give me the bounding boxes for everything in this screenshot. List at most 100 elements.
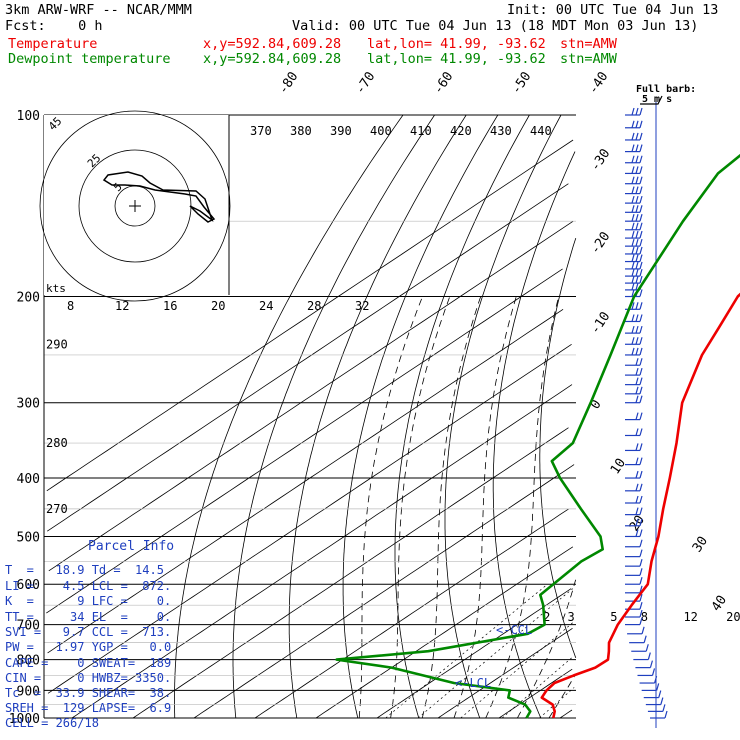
wind-barb-flag (631, 176, 635, 184)
wind-barb-flag (635, 254, 639, 262)
isotherm (47, 343, 572, 694)
wind-barb-flag (639, 377, 643, 385)
wind-barb-flag (631, 166, 635, 174)
isotherm-label: 30 (690, 534, 711, 555)
theta-label: 270 (46, 502, 68, 516)
mixing-ratio-label: 5 (610, 610, 617, 624)
wind-barb-flag (635, 166, 639, 174)
hodo-speed-label: 12 (115, 299, 129, 313)
wind-barb-flag (639, 602, 643, 610)
isotherm-label: -60 (431, 69, 457, 97)
wind-barb-flag (639, 593, 643, 602)
model-title: 3km ARW-WRF -- NCAR/MMM (5, 2, 192, 18)
pressure-label: 200 (17, 291, 40, 306)
wind-barb-flag (635, 195, 639, 204)
wind-barb-flag (639, 222, 643, 230)
wind-barb-flag (639, 577, 643, 585)
legend-temperature: Temperature (8, 36, 98, 52)
wind-barb-flag (639, 367, 643, 376)
wind-barb-flag (635, 302, 639, 310)
parcel-info-title: Parcel Info (88, 539, 175, 554)
theta-label: 430 (490, 124, 512, 138)
wind-barb-flag (639, 214, 643, 222)
wind-barb-flag (631, 238, 635, 247)
mixing-ratio-line (501, 656, 574, 719)
wind-barb-flag (631, 155, 635, 163)
full-barb-units: 5 m s (642, 94, 673, 105)
isotherm (559, 709, 573, 719)
pressure-label: 1000 (9, 712, 40, 727)
wind-barb-flag (664, 710, 668, 719)
mixing-ratio-line (417, 588, 574, 719)
valid-time: Valid: 00 UTC Tue 04 Jun 13 (18 MDT Mon … (292, 18, 699, 34)
parcel-row: TT = 34 EL = 0. (5, 610, 172, 624)
wind-barb-flag (635, 186, 639, 194)
wind-barb-flag (639, 483, 643, 491)
wind-barb-flag (631, 268, 635, 277)
isotherm (46, 268, 563, 614)
wind-barb-flag (639, 132, 643, 141)
wind-barb-flag (639, 518, 643, 526)
wind-barb-flag (635, 483, 639, 491)
wind-barb-flag (635, 230, 639, 239)
wind-barb-flag (635, 358, 639, 366)
wind-barb-flag (631, 107, 635, 116)
wind-barb-flag (635, 386, 639, 394)
hodo-speed-label: 24 (259, 299, 273, 313)
parcel-row: CAPE = 0 SWEAT= 189 (5, 656, 172, 670)
isotherm (254, 508, 569, 719)
wind-barb-flag (631, 222, 635, 230)
wind-barb-flag (656, 683, 660, 691)
pressure-label: 500 (17, 530, 40, 545)
parcel-row: PW = 1.97 YGP = 0.0 (5, 640, 172, 654)
wind-barb-flag (639, 314, 643, 322)
theta-label: 380 (290, 124, 312, 138)
wind-barb-flag (649, 660, 653, 668)
isotherm-label: 40 (709, 593, 730, 614)
wind-barb-flag (635, 377, 639, 385)
wind-barb-flag (639, 186, 643, 194)
wind-barb-flag (631, 314, 635, 322)
wind-barb-flag (639, 617, 643, 625)
wind-barb-flag (639, 549, 643, 557)
wind-barb-flag (639, 144, 643, 152)
wind-barb-flag (639, 205, 643, 213)
temp-xy: x,y=592.84,609.28 (203, 36, 342, 52)
wind-barb-flag (635, 337, 639, 345)
wind-barb-flag (639, 358, 643, 366)
dry-adiabat (539, 237, 577, 659)
wind-barb-flag (639, 347, 643, 356)
theta-label: 370 (250, 124, 272, 138)
isotherm (47, 308, 564, 654)
isotherm-label: -40 (586, 69, 612, 97)
dew-xy: x,y=592.84,609.28 (203, 51, 342, 67)
isotherm (376, 588, 572, 719)
hodo-speed-label: 28 (307, 299, 321, 313)
isotherm (437, 627, 573, 719)
theta-label: 400 (370, 124, 392, 138)
wind-barb-flag (631, 282, 635, 291)
wind-barb-flag (635, 144, 639, 152)
hodo-speed-label: 16 (163, 299, 177, 313)
pressure-label: 400 (17, 472, 40, 487)
wind-barb-flag (639, 268, 643, 277)
wind-barb-flag (635, 412, 639, 420)
wind-barb-flag (635, 507, 639, 515)
wind-barb-flag (639, 539, 643, 547)
moist-adiabat (453, 296, 517, 719)
pressure-label: 700 (17, 619, 40, 634)
isotherm (315, 546, 574, 719)
mixing-ratio-label: 12 (683, 610, 697, 624)
wind-barb-flag (631, 337, 635, 345)
wind-barb-flag (639, 246, 643, 255)
theta-label: 280 (46, 436, 68, 450)
parcel-row: T = 18.9 Td = 14.5 (5, 563, 164, 577)
wind-barb-flag (635, 107, 639, 116)
wind-barb-flag (635, 282, 639, 291)
sounding-traces (335, 153, 740, 719)
hodograph-ring (39, 110, 231, 302)
pressure-label: 800 (17, 654, 40, 669)
wind-barb-flag (639, 609, 643, 618)
isotherm (498, 668, 573, 719)
